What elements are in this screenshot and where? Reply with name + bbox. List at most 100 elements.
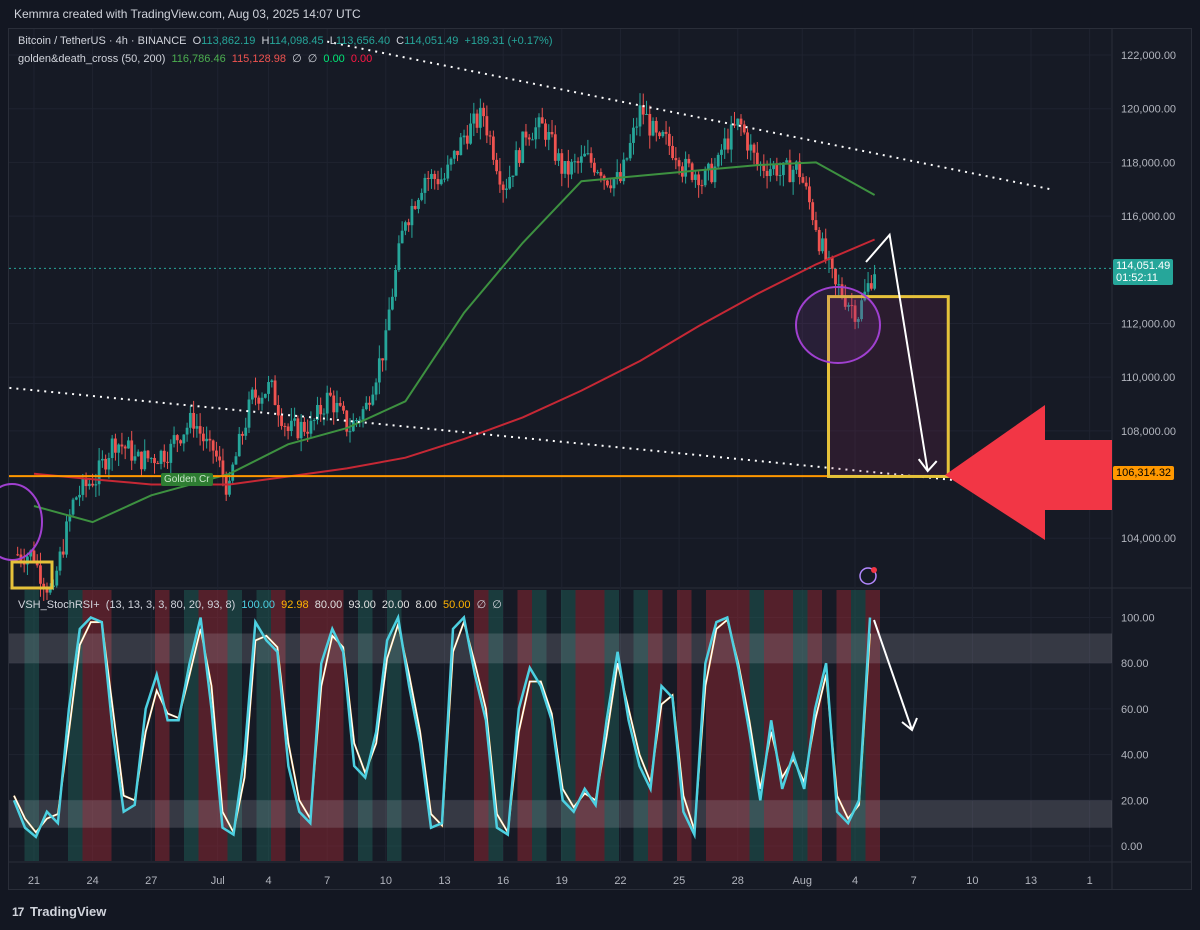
candle-body <box>710 163 714 183</box>
candle-body <box>557 153 560 161</box>
candle-body <box>491 136 495 160</box>
candle-body <box>130 440 134 461</box>
candle-body <box>521 131 525 163</box>
candle-body <box>791 169 795 183</box>
candle-body <box>283 425 287 427</box>
candle-body <box>785 160 789 163</box>
candle-body <box>400 230 404 244</box>
price-legend[interactable]: Bitcoin / TetherUS · 4h · BINANCE O113,8… <box>18 35 556 47</box>
candle-body <box>524 131 528 138</box>
price-tick-label: 104,000.00 <box>1121 533 1176 545</box>
indicator-legend[interactable]: golden&death_cross (50, 200) 116,786.46 … <box>18 52 375 65</box>
candle-body <box>293 418 297 421</box>
price-tick-label: 112,000.00 <box>1121 318 1175 330</box>
candle-body <box>276 404 280 416</box>
candle-body <box>700 185 704 187</box>
candle-body <box>615 172 619 180</box>
osc-bg-column <box>648 590 663 861</box>
osc-name[interactable]: VSH_StochRSI+ <box>18 599 100 611</box>
osc-legend[interactable]: VSH_StochRSI+ (13, 13, 3, 3, 80, 20, 93,… <box>18 598 505 611</box>
price-tick-label: 120,000.00 <box>1121 104 1176 116</box>
candle-body <box>228 480 231 495</box>
candle-body <box>840 284 844 297</box>
osc-bg-column <box>314 590 329 861</box>
candle-body <box>120 444 124 447</box>
candle-body <box>404 222 407 231</box>
candle-body <box>511 175 515 177</box>
osc-bg-column <box>633 590 648 861</box>
osc-bg-column <box>706 590 721 861</box>
candle-body <box>254 389 257 398</box>
candle-body <box>622 159 626 182</box>
price-tick-label: 108,000.00 <box>1121 426 1176 438</box>
osc-arrow-line <box>873 619 913 731</box>
candle-body <box>860 300 863 320</box>
candle-body <box>71 499 75 515</box>
candle-body <box>338 402 342 406</box>
candle-body <box>61 551 65 555</box>
tradingview-logo-text: TradingView <box>30 904 107 919</box>
candle-body <box>495 159 499 172</box>
chart-header: Kemmra created with TradingView.com, Aug… <box>0 0 1200 28</box>
candle-body <box>198 426 202 434</box>
candle-body <box>645 113 648 115</box>
candle-body <box>58 551 62 571</box>
candle-body <box>436 179 440 185</box>
candle-body <box>91 483 94 486</box>
price-tick-label: 116,000.00 <box>1121 211 1175 223</box>
candle-body <box>423 177 427 193</box>
candle-body <box>482 107 485 117</box>
candle-body <box>534 127 538 140</box>
tradingview-logo-icon: 17 <box>12 905 24 919</box>
osc-d-value: 92.98 <box>281 599 309 611</box>
candle-body <box>68 514 72 522</box>
low-value: 113,656.40 <box>335 35 391 47</box>
candle-body <box>677 160 681 167</box>
candle-body <box>299 421 303 439</box>
candle-body <box>397 243 401 271</box>
osc-null-2: ∅ <box>492 599 502 611</box>
countdown-text: 01:52:11 <box>1116 272 1159 284</box>
candle-body <box>371 394 375 405</box>
candle-body <box>433 173 437 180</box>
high-value: 114,098.45 <box>269 35 324 47</box>
candle-body <box>377 358 381 383</box>
candle-body <box>716 154 720 167</box>
level-price-text: 106,314.32 <box>1116 467 1172 479</box>
candle-body <box>592 162 596 173</box>
osc-arrow-head <box>901 717 918 732</box>
candle-body <box>374 382 378 395</box>
candle-body <box>720 149 723 155</box>
projection-arrow-head <box>917 458 938 473</box>
candle-body <box>446 164 450 179</box>
osc-bg-column <box>82 590 97 861</box>
time-tick-label: 10 <box>966 875 978 887</box>
candle-body <box>641 105 645 115</box>
candle-body <box>29 550 33 557</box>
osc-tick-label: 20.00 <box>1121 795 1149 807</box>
candle-body <box>648 113 652 136</box>
candle-body <box>410 205 414 226</box>
candle-body <box>635 126 639 128</box>
indicator-name[interactable]: golden&death_cross (50, 200) <box>18 53 166 65</box>
close-value: 114,051.49 <box>404 35 459 47</box>
candle-body <box>501 184 505 190</box>
candle-body <box>755 152 759 165</box>
candle-body <box>540 117 544 124</box>
candle-body <box>166 461 169 463</box>
candle-body <box>273 380 277 405</box>
candle-body <box>537 117 541 128</box>
candle-body <box>439 179 443 185</box>
time-tick-label: 19 <box>556 875 568 887</box>
candle-body <box>723 138 727 150</box>
symbol-label[interactable]: Bitcoin / TetherUS · 4h · BINANCE <box>18 35 187 47</box>
osc-os2-value: 8.00 <box>415 599 437 611</box>
candle-body <box>140 451 143 470</box>
current-price-label: 114,051.49 01:52:11 <box>1113 259 1174 285</box>
candle-body <box>713 166 717 183</box>
tradingview-logo[interactable]: 17 TradingView <box>12 904 106 919</box>
golden-cross-tag: Golden Cr <box>161 473 213 486</box>
candle-body <box>211 440 215 451</box>
candle-body <box>387 309 391 331</box>
